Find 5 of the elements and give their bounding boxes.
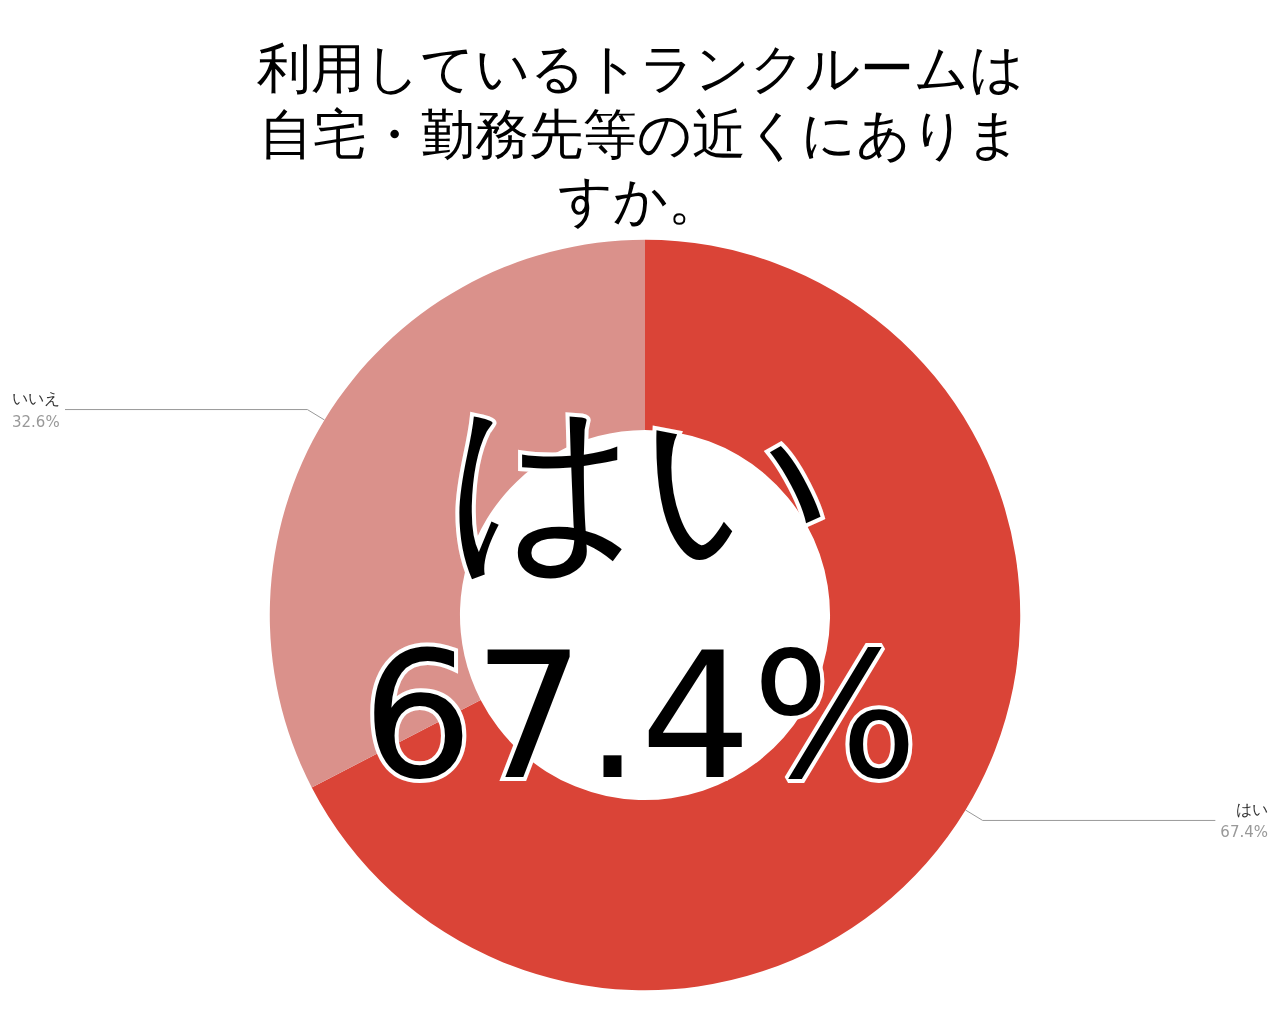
data-label: 32.6% <box>12 412 60 431</box>
chart-title: 利用しているトランクルームは自宅・勤務先等の近くにありますか。 <box>256 36 1024 232</box>
data-label: 67.4% <box>1220 823 1268 842</box>
slice-label: はい <box>1236 799 1268 819</box>
slice-label: いいえ <box>12 389 60 409</box>
